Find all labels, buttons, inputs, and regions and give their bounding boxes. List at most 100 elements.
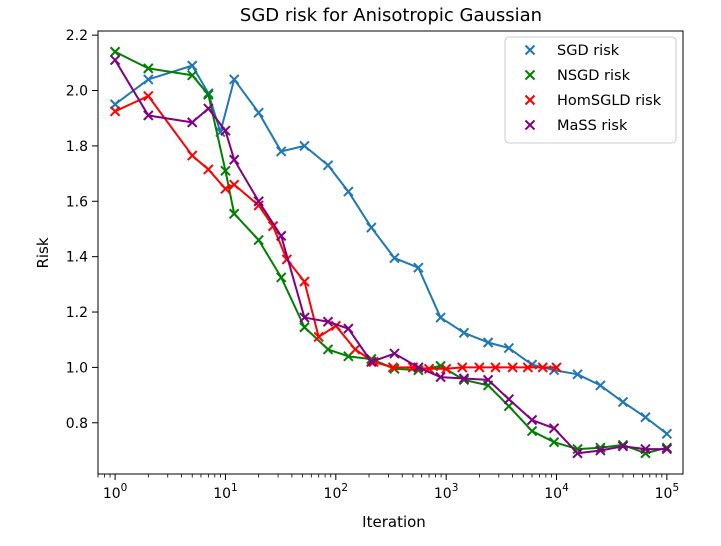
x-tick-label: 100 [103, 482, 128, 502]
data-point-mass-risk [220, 125, 231, 136]
data-point-nsgd-risk [187, 70, 198, 81]
data-point-homsgld-risk [220, 183, 231, 195]
series-mass-risk [109, 54, 673, 459]
data-point-homsgld-risk [228, 179, 240, 190]
data-point-sgd-risk [187, 60, 198, 71]
legend-item-nsgd-risk: NSGD risk [524, 68, 631, 84]
legend-label-sgd-risk: SGD risk [557, 43, 620, 59]
y-tick-label: 1.0 [66, 360, 88, 376]
data-point-nsgd-risk [548, 436, 560, 448]
data-point-homsgld-risk [537, 362, 548, 373]
legend-box [504, 36, 677, 144]
data-point-mass-risk [640, 443, 651, 455]
legend-marker-sgd-risk [524, 44, 536, 56]
data-point-homsgld-risk [281, 254, 293, 265]
data-point-mass-risk [661, 443, 673, 455]
data-point-mass-risk [109, 54, 121, 66]
data-point-homsgld-risk [457, 362, 468, 373]
x-tick-label: 104 [544, 482, 569, 502]
plot-area [109, 46, 673, 459]
data-point-mass-risk [203, 103, 214, 114]
data-point-mass-risk [343, 323, 354, 334]
data-point-nsgd-risk [640, 448, 651, 459]
data-point-nsgd-risk [299, 322, 310, 333]
data-point-mass-risk [299, 312, 310, 323]
data-point-nsgd-risk [109, 46, 121, 57]
data-point-homsgld-risk [187, 150, 198, 161]
data-point-sgd-risk [366, 222, 377, 233]
data-point-mass-risk [595, 445, 606, 456]
legend: SGD risk NSGD risk HomSGLD risk MaSS risk [504, 36, 677, 144]
data-point-homsgld-risk [474, 362, 485, 373]
data-point-nsgd-risk [220, 165, 231, 177]
data-point-sgd-risk [143, 74, 154, 85]
legend-item-homsgld-risk: HomSGLD risk [524, 93, 662, 109]
data-point-homsgld-risk [313, 331, 324, 343]
data-point-sgd-risk [617, 396, 629, 408]
data-point-sgd-risk [253, 107, 264, 118]
data-point-nsgd-risk [253, 234, 264, 246]
data-point-homsgld-risk [507, 362, 518, 373]
data-point-sgd-risk [661, 428, 673, 440]
data-point-mass-risk [526, 414, 538, 426]
data-point-nsgd-risk [228, 208, 240, 219]
data-point-homsgld-risk [551, 362, 562, 373]
data-point-homsgld-risk [253, 200, 264, 211]
plot-frame [97, 30, 684, 475]
chart-title: SGD risk for Anisotropic Gaussian [240, 5, 542, 26]
data-point-mass-risk [548, 423, 560, 434]
data-point-sgd-risk [299, 140, 310, 152]
y-tick-label: 1.4 [66, 250, 88, 266]
data-point-homsgld-risk [522, 362, 534, 373]
data-point-sgd-risk [640, 412, 651, 423]
data-point-homsgld-risk [109, 106, 121, 117]
legend-marker-homsgld-risk [524, 94, 536, 106]
data-point-homsgld-risk [299, 276, 310, 287]
data-point-mass-risk [322, 316, 334, 327]
data-point-homsgld-risk [350, 344, 361, 355]
data-point-homsgld-risk [440, 363, 452, 374]
data-point-mass-risk [458, 373, 470, 384]
x-axis: 100 101 102 103 104 105 [97, 474, 680, 502]
data-point-sgd-risk [458, 327, 470, 339]
y-axis: 0.8 1.0 1.2 1.4 1.6 1.8 2.0 2.2 [66, 28, 98, 432]
data-point-sgd-risk [435, 312, 446, 323]
data-point-sgd-risk [343, 186, 354, 197]
data-point-sgd-risk [482, 337, 494, 348]
data-point-mass-risk [617, 441, 629, 452]
legend-label-homsgld-risk: HomSGLD risk [557, 93, 662, 109]
y-tick-label: 2.0 [66, 84, 88, 100]
data-point-mass-risk [143, 110, 154, 121]
data-point-mass-risk [435, 371, 446, 383]
y-tick-label: 2.2 [66, 28, 88, 44]
data-point-nsgd-risk [322, 344, 334, 355]
data-point-nsgd-risk [203, 89, 214, 100]
data-point-sgd-risk [413, 262, 424, 273]
legend-label-mass-risk: MaSS risk [557, 118, 628, 134]
data-point-mass-risk [389, 348, 400, 359]
x-tick-label: 101 [213, 482, 238, 502]
legend-marker-nsgd-risk [524, 69, 536, 81]
data-point-mass-risk [253, 196, 264, 207]
data-point-sgd-risk [275, 146, 287, 157]
data-point-homsgld-risk [387, 362, 399, 373]
data-point-mass-risk [413, 362, 424, 373]
data-point-nsgd-risk [143, 63, 154, 74]
data-point-mass-risk [275, 230, 287, 242]
data-point-sgd-risk [595, 380, 606, 391]
x-tick-label: 105 [655, 482, 680, 502]
legend-marker-mass-risk [524, 119, 536, 131]
y-axis-label: Risk [34, 237, 52, 268]
data-point-sgd-risk [228, 74, 240, 85]
data-point-nsgd-risk [526, 425, 538, 437]
data-point-mass-risk [572, 448, 583, 459]
data-point-mass-risk [187, 117, 198, 128]
data-point-mass-risk [482, 374, 494, 386]
legend-item-mass-risk: MaSS risk [524, 118, 628, 134]
data-point-mass-risk [503, 394, 515, 405]
data-point-nsgd-risk [275, 272, 287, 283]
x-axis-label: Iteration [362, 513, 426, 531]
data-point-sgd-risk [503, 342, 515, 354]
